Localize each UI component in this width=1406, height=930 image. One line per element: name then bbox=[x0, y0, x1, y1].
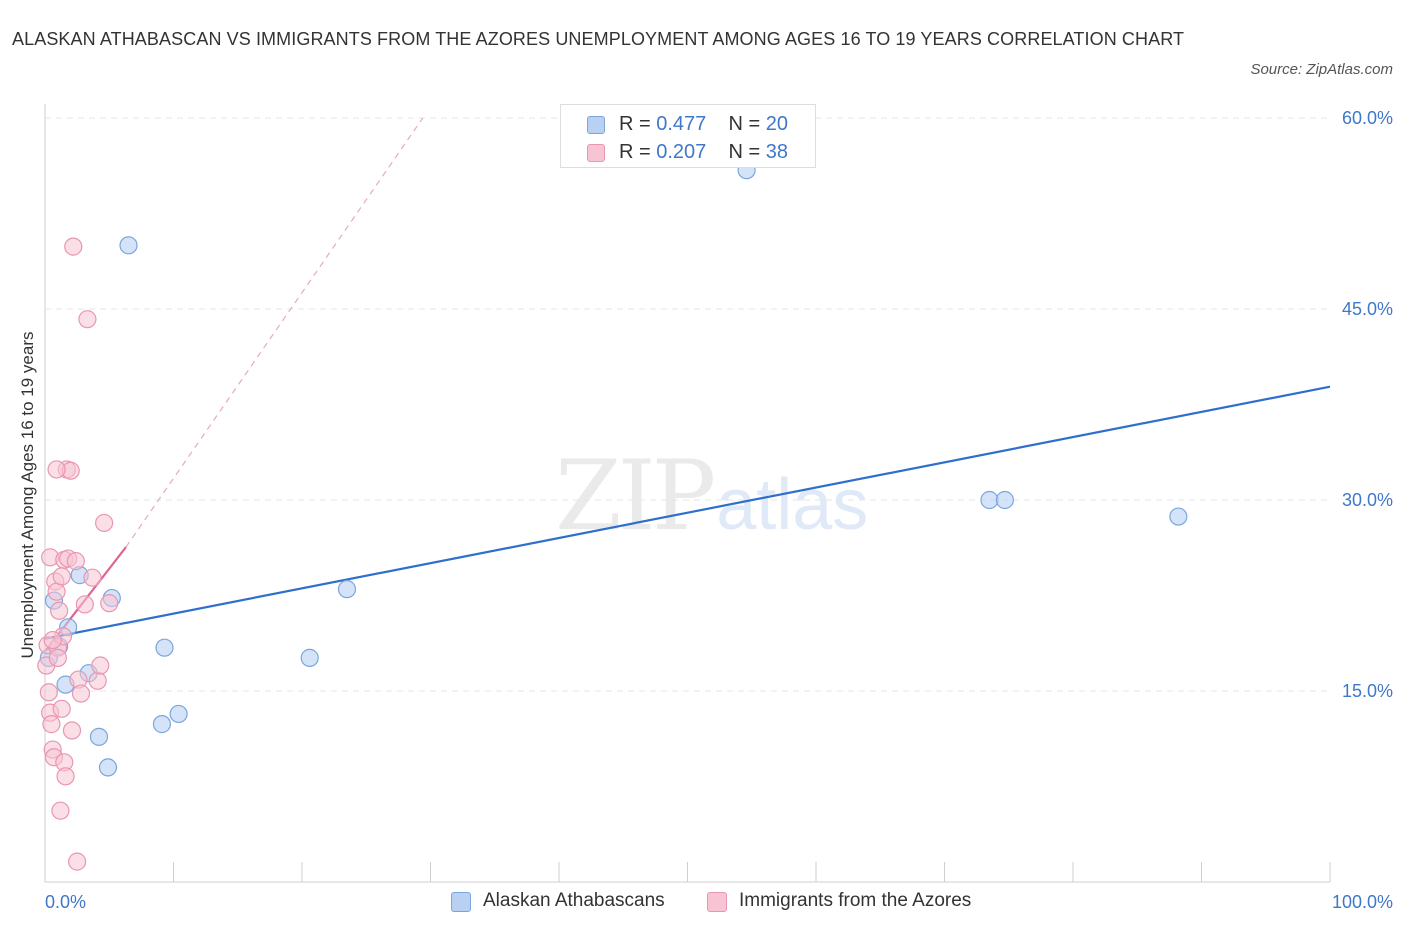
n-label: N = bbox=[728, 113, 761, 135]
series-immigrants-from-the-azores bbox=[37, 237, 119, 871]
x-tick-label: 0.0% bbox=[45, 892, 86, 912]
x-ticks bbox=[44, 862, 1331, 882]
data-point-azores bbox=[42, 715, 61, 734]
data-point-azores bbox=[51, 801, 70, 820]
x-tick-labels: 0.0% 100.0% bbox=[45, 892, 1393, 912]
x-tick-label: 100.0% bbox=[1332, 892, 1393, 912]
y-tick-label: 15.0% bbox=[1342, 681, 1393, 701]
n-value-athabascans: 20 bbox=[765, 113, 789, 135]
correlation-legend: R = 0.477 N = 20 R = 0.207 N = 38 bbox=[560, 104, 816, 168]
data-point-azores bbox=[52, 567, 71, 586]
legend-swatch-blue bbox=[451, 892, 471, 912]
data-point-azores bbox=[83, 568, 102, 587]
data-point-athabascans bbox=[89, 727, 109, 746]
data-point-azores bbox=[95, 513, 114, 533]
data-point-azores bbox=[78, 310, 97, 329]
y-tick-label: 60.0% bbox=[1342, 108, 1393, 128]
y-tick-labels: 15.0% 30.0% 45.0% 60.0% bbox=[1342, 108, 1393, 701]
data-point-azores bbox=[47, 582, 66, 601]
data-point-athabascans bbox=[980, 490, 999, 510]
r-label: R = bbox=[619, 141, 651, 163]
data-point-azores bbox=[71, 684, 91, 703]
grid-lines bbox=[45, 117, 1330, 692]
trend-line-athabascans bbox=[44, 385, 1331, 640]
y-tick-label: 30.0% bbox=[1342, 490, 1393, 510]
data-point-azores bbox=[56, 767, 75, 786]
data-point-azores bbox=[50, 601, 69, 620]
r-value-athabascans: 0.477 bbox=[656, 113, 707, 135]
data-point-azores bbox=[75, 595, 94, 614]
data-point-azores bbox=[68, 852, 87, 871]
legend-label-athabascans: Alaskan Athabascans bbox=[483, 890, 665, 911]
data-point-athabascans bbox=[995, 490, 1014, 510]
axes bbox=[44, 104, 1330, 883]
data-point-athabascans bbox=[155, 638, 174, 657]
data-point-athabascans bbox=[98, 758, 118, 777]
n-label: N = bbox=[728, 141, 761, 163]
data-point-azores bbox=[47, 460, 66, 479]
data-point-azores bbox=[66, 552, 85, 571]
series-alaskan-athabascans bbox=[39, 161, 1188, 777]
data-point-azores bbox=[91, 656, 110, 675]
n-value-azores: 38 bbox=[765, 141, 789, 163]
data-point-athabascans bbox=[119, 236, 138, 255]
trend-lines bbox=[44, 117, 1331, 653]
data-point-azores bbox=[88, 671, 107, 690]
legend-swatch-pink bbox=[587, 144, 605, 162]
legend-label-azores: Immigrants from the Azores bbox=[739, 890, 972, 911]
data-point-azores bbox=[52, 699, 71, 718]
source-label: Source: ZipAtlas.com bbox=[1250, 61, 1393, 78]
data-point-azores bbox=[100, 594, 119, 613]
legend-swatch-blue bbox=[587, 116, 605, 134]
data-point-athabascans bbox=[1169, 507, 1188, 526]
data-point-athabascans bbox=[337, 580, 357, 599]
legend-swatch-pink bbox=[707, 892, 727, 912]
r-value-azores: 0.207 bbox=[656, 141, 707, 163]
data-point-athabascans bbox=[152, 715, 172, 734]
data-point-azores bbox=[64, 237, 83, 256]
data-point-athabascans bbox=[169, 704, 188, 724]
data-point-azores bbox=[62, 721, 82, 740]
y-tick-label: 45.0% bbox=[1342, 299, 1393, 319]
data-point-azores bbox=[48, 648, 67, 667]
data-point-azores bbox=[39, 683, 58, 702]
data-point-azores bbox=[43, 630, 62, 650]
data-point-athabascans bbox=[300, 648, 319, 667]
chart-title: ALASKAN ATHABASCAN VS IMMIGRANTS FROM TH… bbox=[12, 29, 1185, 49]
trend-extension-azores bbox=[125, 117, 424, 548]
r-label: R = bbox=[619, 113, 651, 135]
